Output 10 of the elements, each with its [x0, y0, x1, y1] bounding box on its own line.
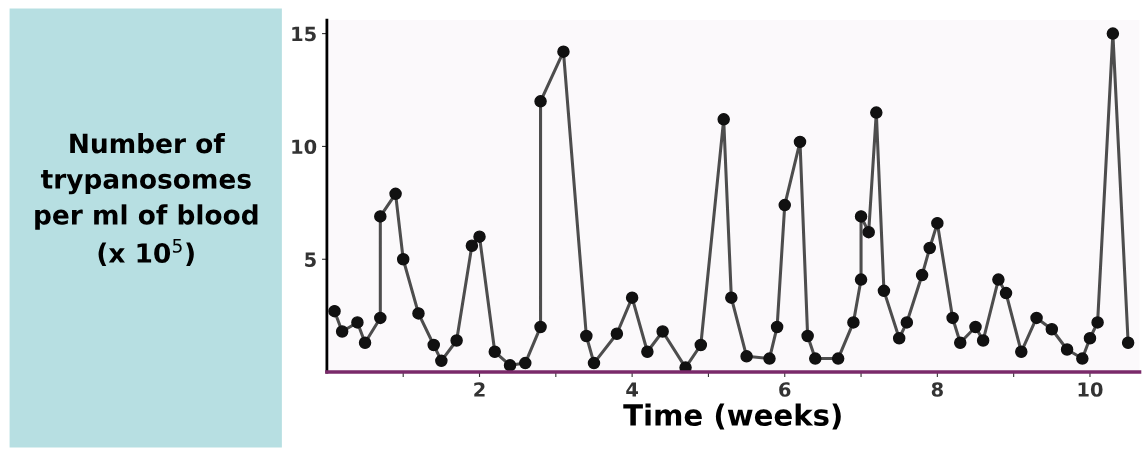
- x-tick-label: 8: [931, 382, 943, 397]
- x-axis-title: Time (weeks): [623, 403, 841, 430]
- y-tick-label: 5: [305, 252, 316, 267]
- y-axis-title: Number of trypanosomes per ml of blood (x 10$^{5}$): [35, 132, 258, 267]
- y-tick-label: 15: [292, 26, 316, 42]
- x-tick-label: 2: [474, 382, 485, 397]
- x-tick-label: 6: [779, 382, 791, 397]
- x-tick-label: 4: [626, 382, 638, 397]
- x-tick-label: 10: [1078, 382, 1103, 397]
- y-tick-label: 10: [292, 139, 317, 155]
